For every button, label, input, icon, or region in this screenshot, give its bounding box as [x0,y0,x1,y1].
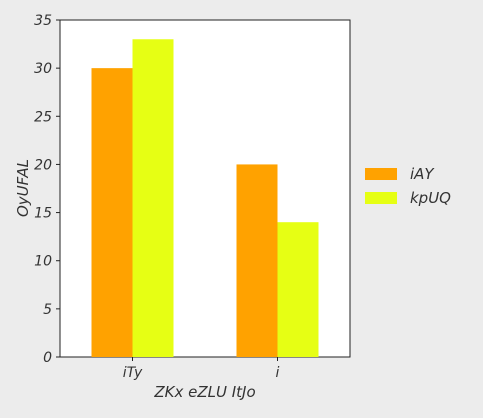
x-axis-label: ZKx eZLU ItJo [153,383,255,401]
y-tick-label: 0 [43,350,52,366]
bar-iAY-i [236,164,278,357]
legend: iAY kpUQ [365,165,451,207]
x-tick-label: iTy [123,365,143,381]
legend-swatch-kpUQ [365,192,397,204]
legend-swatch-iAY [365,168,397,180]
y-tick-label: 15 [34,206,52,222]
y-tick-label: 20 [34,157,52,173]
y-tick-label: 30 [34,61,52,77]
bar-iAY-iTy [91,68,133,358]
y-tick-label: 5 [43,302,52,318]
x-tick-label: i [276,365,280,381]
y-tick-label: 25 [34,109,52,125]
y-tick-label: 10 [34,254,52,270]
legend-label: iAY [410,165,435,183]
y-axis-label: OyUFAL [14,159,32,217]
bar-kpUQ-i [277,222,319,357]
legend-label: kpUQ [410,189,451,207]
y-tick-label: 35 [34,13,52,29]
bar-kpUQ-iTy [132,39,174,357]
